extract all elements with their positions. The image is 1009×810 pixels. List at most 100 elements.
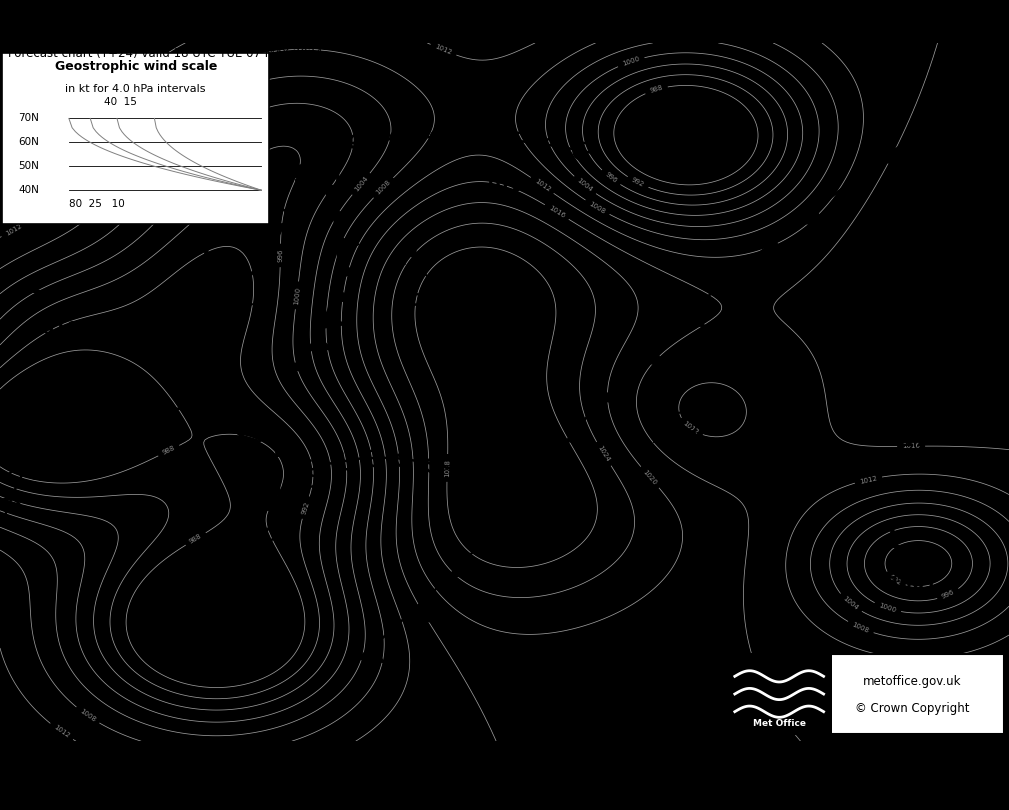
Polygon shape — [208, 407, 228, 424]
Polygon shape — [838, 177, 865, 195]
Text: 1002: 1002 — [272, 484, 323, 502]
Polygon shape — [879, 148, 905, 166]
Text: 996: 996 — [603, 171, 618, 184]
Text: 993: 993 — [187, 642, 224, 659]
Text: 1024: 1024 — [596, 445, 610, 463]
Text: 1017: 1017 — [878, 432, 928, 450]
Text: L: L — [22, 399, 37, 424]
Polygon shape — [183, 399, 204, 414]
Polygon shape — [188, 632, 210, 648]
Text: 1012: 1012 — [4, 223, 23, 237]
Polygon shape — [321, 313, 345, 329]
Text: 1012: 1012 — [52, 724, 71, 740]
Text: H: H — [459, 458, 479, 483]
Polygon shape — [638, 348, 665, 365]
Text: 1028: 1028 — [444, 459, 451, 477]
Polygon shape — [210, 341, 232, 356]
Text: 1016: 1016 — [902, 443, 920, 450]
Polygon shape — [798, 209, 824, 227]
Text: 1004: 1004 — [576, 177, 593, 194]
Polygon shape — [229, 552, 253, 566]
Polygon shape — [192, 603, 215, 619]
Text: 1012: 1012 — [682, 420, 699, 436]
Polygon shape — [193, 364, 216, 378]
Polygon shape — [240, 435, 261, 450]
Polygon shape — [231, 294, 253, 309]
Text: L: L — [202, 249, 217, 273]
Polygon shape — [323, 184, 347, 200]
Text: L: L — [30, 274, 45, 298]
Polygon shape — [601, 386, 628, 403]
Text: 996: 996 — [940, 589, 956, 600]
Polygon shape — [81, 403, 101, 418]
Text: 1001: 1001 — [888, 575, 938, 593]
Text: 1027: 1027 — [399, 292, 449, 310]
Polygon shape — [357, 645, 384, 663]
Text: 1012: 1012 — [533, 178, 551, 193]
Polygon shape — [215, 545, 239, 561]
Text: H: H — [888, 159, 908, 182]
Polygon shape — [404, 605, 430, 622]
Polygon shape — [262, 500, 287, 515]
Text: 1017: 1017 — [484, 177, 535, 195]
Text: 1000: 1000 — [878, 603, 897, 614]
Polygon shape — [449, 561, 476, 578]
Text: L: L — [666, 103, 681, 126]
Text: 1004: 1004 — [293, 167, 343, 185]
Polygon shape — [290, 356, 315, 372]
Polygon shape — [758, 241, 784, 258]
Text: 1011: 1011 — [651, 428, 701, 446]
Text: 1008: 1008 — [375, 179, 391, 196]
Polygon shape — [229, 271, 253, 287]
Polygon shape — [332, 210, 355, 227]
Text: H: H — [202, 364, 222, 389]
Text: 992: 992 — [888, 573, 902, 586]
Polygon shape — [566, 426, 593, 442]
Text: 1020: 1020 — [642, 468, 658, 486]
Polygon shape — [201, 605, 225, 621]
Text: L: L — [651, 382, 666, 406]
Polygon shape — [678, 309, 705, 326]
Text: L: L — [272, 438, 288, 462]
Polygon shape — [223, 461, 245, 475]
Text: L: L — [293, 120, 308, 144]
Text: 992: 992 — [301, 501, 311, 515]
Text: 1016: 1016 — [548, 205, 566, 220]
Text: 1027: 1027 — [459, 505, 510, 523]
Text: 988: 988 — [189, 533, 203, 545]
Text: 1000: 1000 — [293, 286, 301, 305]
Text: 988: 988 — [649, 85, 664, 95]
Text: L: L — [187, 595, 202, 619]
Text: L: L — [888, 529, 903, 552]
Polygon shape — [284, 475, 309, 492]
Polygon shape — [152, 394, 174, 408]
Text: 1008: 1008 — [851, 621, 870, 634]
Text: H: H — [399, 246, 419, 270]
Polygon shape — [337, 237, 359, 253]
Text: 992: 992 — [631, 177, 645, 188]
Polygon shape — [919, 121, 945, 139]
Polygon shape — [117, 396, 138, 411]
Polygon shape — [492, 515, 520, 531]
Polygon shape — [282, 164, 306, 181]
Polygon shape — [336, 262, 358, 279]
Text: 994: 994 — [666, 149, 703, 167]
Text: 1008: 1008 — [79, 708, 97, 723]
Polygon shape — [260, 497, 285, 512]
Polygon shape — [956, 92, 983, 109]
Text: 1018: 1018 — [888, 205, 938, 223]
Polygon shape — [260, 224, 285, 240]
Text: 1002: 1002 — [202, 296, 252, 313]
Polygon shape — [310, 159, 335, 175]
Text: 1012: 1012 — [859, 475, 878, 484]
Text: Forecast chart (T+24) valid 18 UTC TUE 07 MAY 2024: Forecast chart (T+24) valid 18 UTC TUE 0… — [8, 46, 323, 60]
Polygon shape — [531, 470, 558, 485]
Polygon shape — [235, 519, 260, 535]
Polygon shape — [718, 273, 745, 291]
Text: 1004: 1004 — [353, 175, 369, 193]
Text: 997: 997 — [22, 446, 60, 464]
Text: L: L — [484, 130, 499, 155]
Polygon shape — [200, 573, 224, 589]
Text: 1012: 1012 — [434, 44, 453, 56]
Polygon shape — [308, 335, 332, 351]
